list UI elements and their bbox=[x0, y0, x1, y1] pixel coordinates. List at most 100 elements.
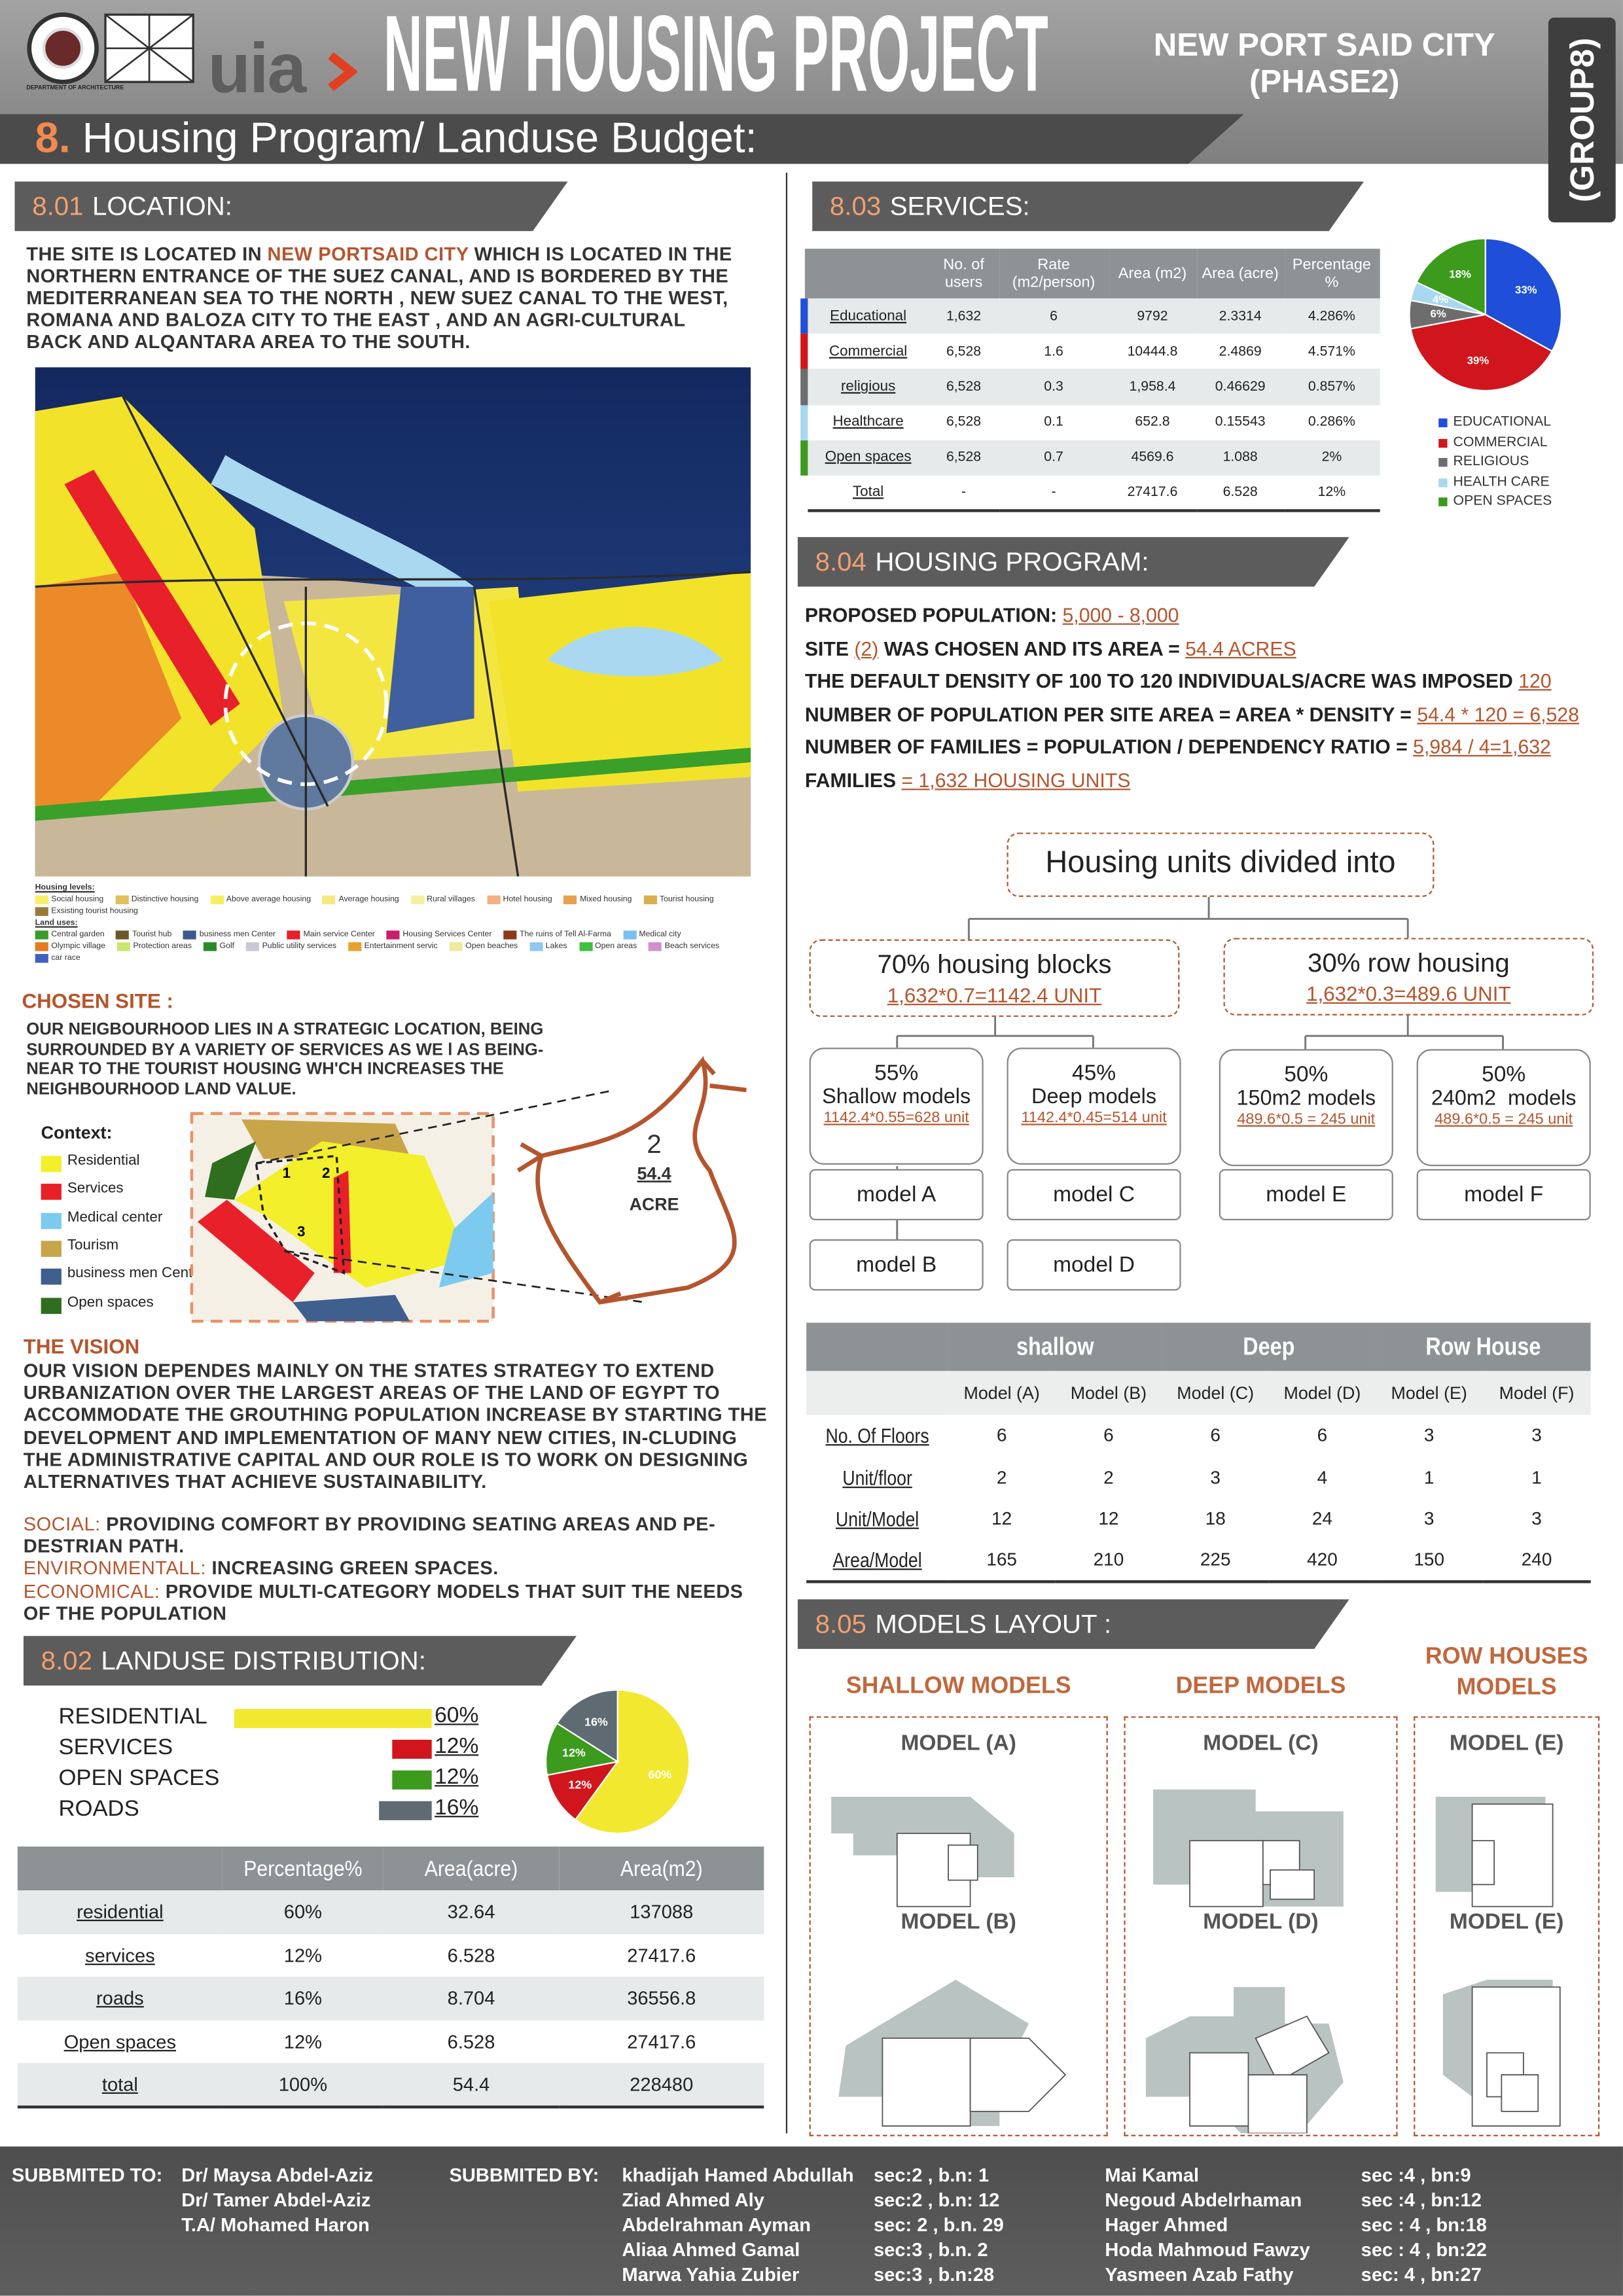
legend-swatch bbox=[1438, 438, 1448, 448]
legend-label: Public utility services bbox=[262, 942, 337, 951]
legend-swatch bbox=[245, 942, 260, 951]
plan-room bbox=[1501, 2074, 1539, 2112]
bar bbox=[392, 1739, 432, 1759]
legend-swatch bbox=[287, 930, 301, 940]
site-unit: ACRE bbox=[630, 1194, 679, 1214]
plan-room bbox=[1471, 1840, 1495, 1886]
logo-dept: DEPARTMENT OF ARCHITECTURE bbox=[26, 83, 124, 91]
logo-seal-inner bbox=[42, 27, 84, 69]
table-row: residential 60% 32.64 137088 bbox=[17, 1890, 764, 1934]
tree-connectors bbox=[896, 896, 1505, 1240]
cell: 6,528 bbox=[946, 450, 982, 466]
header-cell: Percentage% bbox=[243, 1856, 363, 1881]
row-label: Healthcare bbox=[800, 404, 929, 440]
layout-box bbox=[1414, 1716, 1600, 2136]
legend-swatch bbox=[116, 930, 130, 940]
legend-item: Open beaches bbox=[449, 942, 518, 951]
program-part: 5,984 / 4=1,632 bbox=[1413, 735, 1551, 758]
section-title: LANDUSE DISTRIBUTION: bbox=[101, 1645, 426, 1675]
goal-text: PROVIDE MULTI-CATEGORY MODELS THAT SUIT … bbox=[23, 1580, 743, 1624]
legend-swatch bbox=[1438, 478, 1448, 487]
context-label: Residential bbox=[67, 1153, 140, 1169]
city-block: NEW PORT SAID CITY (PHASE2) bbox=[1113, 26, 1537, 99]
cell: 6.528 bbox=[1222, 484, 1258, 501]
pie-label: 16% bbox=[584, 1716, 608, 1729]
cell: 12% bbox=[283, 1944, 322, 1966]
legend-label: Exsisting tourist housing bbox=[51, 907, 138, 916]
goal-label: SOCIAL: bbox=[23, 1513, 101, 1535]
legend-item: Above average housing bbox=[210, 895, 311, 904]
section-number: 8.01 bbox=[32, 190, 84, 221]
plan-room bbox=[882, 2038, 971, 2127]
legend-label: Rural villages bbox=[427, 895, 475, 904]
group-cell: Deep bbox=[1243, 1332, 1295, 1360]
map-blue-block bbox=[386, 586, 474, 733]
group-cell: shallow bbox=[1016, 1332, 1094, 1360]
student-sec: sec:2 , b.n: 12 bbox=[874, 2189, 1000, 2211]
cell: 4.571% bbox=[1308, 344, 1355, 360]
header-cell: Model (F) bbox=[1499, 1383, 1575, 1404]
cell: 24 bbox=[1311, 1509, 1332, 1530]
legend-item: Tourist housing bbox=[643, 895, 714, 904]
context-swatch bbox=[41, 1156, 62, 1173]
legend-swatch bbox=[210, 895, 224, 904]
table: No. of users Rate (m2/person) Area (m2) Are… bbox=[800, 249, 1380, 512]
program-part: 54.4 ACRES bbox=[1185, 637, 1296, 660]
legend-label: Open areas bbox=[595, 942, 637, 951]
legend-swatch bbox=[35, 954, 48, 963]
program-line: NUMBER OF FAMILIES = POPULATION / DEPEND… bbox=[805, 736, 1610, 758]
legend-swatch bbox=[35, 895, 48, 904]
layout-group-title: DEEP MODELS bbox=[1175, 1674, 1346, 1699]
child-calc: 1142.4*0.55=628 unit bbox=[823, 1109, 969, 1127]
cell: 652.8 bbox=[1135, 414, 1170, 431]
legend-label: Hotel housing bbox=[503, 895, 552, 904]
section-number: 8.02 bbox=[41, 1645, 92, 1675]
cell: 27417.6 bbox=[1127, 484, 1178, 501]
pie-slice bbox=[574, 1689, 690, 1835]
table-group-row: shallow Deep Row House bbox=[806, 1322, 1591, 1371]
context-swatch bbox=[41, 1241, 62, 1257]
group-cell: Row House bbox=[1425, 1332, 1541, 1360]
child-calc: 489.6*0.5 = 245 unit bbox=[1237, 1110, 1376, 1129]
header-cell: Model (E) bbox=[1391, 1383, 1467, 1404]
student-sec: sec :4 , bn:12 bbox=[1361, 2189, 1482, 2211]
row-label: roads bbox=[96, 1987, 144, 2009]
legend-swatch bbox=[1438, 457, 1448, 467]
goal-label: ECONOMICAL: bbox=[23, 1580, 160, 1602]
tree-branch: 30% row housing 1,632*0.3=489.6 UNIT bbox=[1223, 938, 1594, 1016]
legend-row: Social housing Distinctive housing Above a… bbox=[35, 895, 753, 916]
student-name: khadijah Hamed Abdullah bbox=[622, 2164, 854, 2186]
supervisor: Dr/ Maysa Abdel-Aziz bbox=[181, 2164, 374, 2186]
context-title: Context: bbox=[41, 1122, 113, 1143]
map-lakes bbox=[211, 455, 474, 602]
legend-item: Open areas bbox=[579, 942, 637, 951]
child-name: 150m2 models bbox=[1236, 1087, 1376, 1111]
map-red-strip bbox=[64, 469, 240, 726]
bar-value-label: 12% bbox=[435, 1733, 479, 1759]
row-label: Commercial bbox=[800, 334, 929, 370]
section-header: 8.01 LOCATION: bbox=[14, 181, 567, 231]
legend-item: Average housing bbox=[322, 895, 399, 904]
location-text-part: THE SITE IS LOCATED IN bbox=[26, 243, 268, 265]
bar bbox=[234, 1708, 432, 1728]
legend-item: business men Center bbox=[183, 930, 276, 940]
row-label: Unit/floor bbox=[842, 1466, 912, 1489]
column-divider bbox=[785, 172, 788, 2134]
cell: 0.1 bbox=[1044, 414, 1063, 431]
cell: 2.3314 bbox=[1219, 308, 1262, 325]
vision-text: OUR VISION DEPENDES MAINLY ON THE STATES… bbox=[23, 1359, 768, 1492]
site-red-2 bbox=[333, 1170, 351, 1273]
plan-room bbox=[1189, 2052, 1249, 2127]
legend-label: COMMERCIAL bbox=[1453, 434, 1548, 450]
branch-calc: 1,632*0.7=1142.4 UNIT bbox=[887, 983, 1102, 1007]
site-number: 2 bbox=[647, 1129, 661, 1159]
section-header: 8.04 HOUSING PROGRAM: bbox=[798, 537, 1349, 587]
program-line: NUMBER OF POPULATION PER SITE AREA = ARE… bbox=[805, 703, 1610, 725]
bar-category: OPEN SPACES bbox=[58, 1766, 220, 1792]
site-leaders bbox=[256, 1089, 645, 1303]
section-title: HOUSING PROGRAM: bbox=[875, 546, 1149, 576]
student-name: Aliaa Ahmed Gamal bbox=[622, 2238, 800, 2261]
logo bbox=[27, 12, 194, 84]
header-cell bbox=[804, 249, 929, 298]
